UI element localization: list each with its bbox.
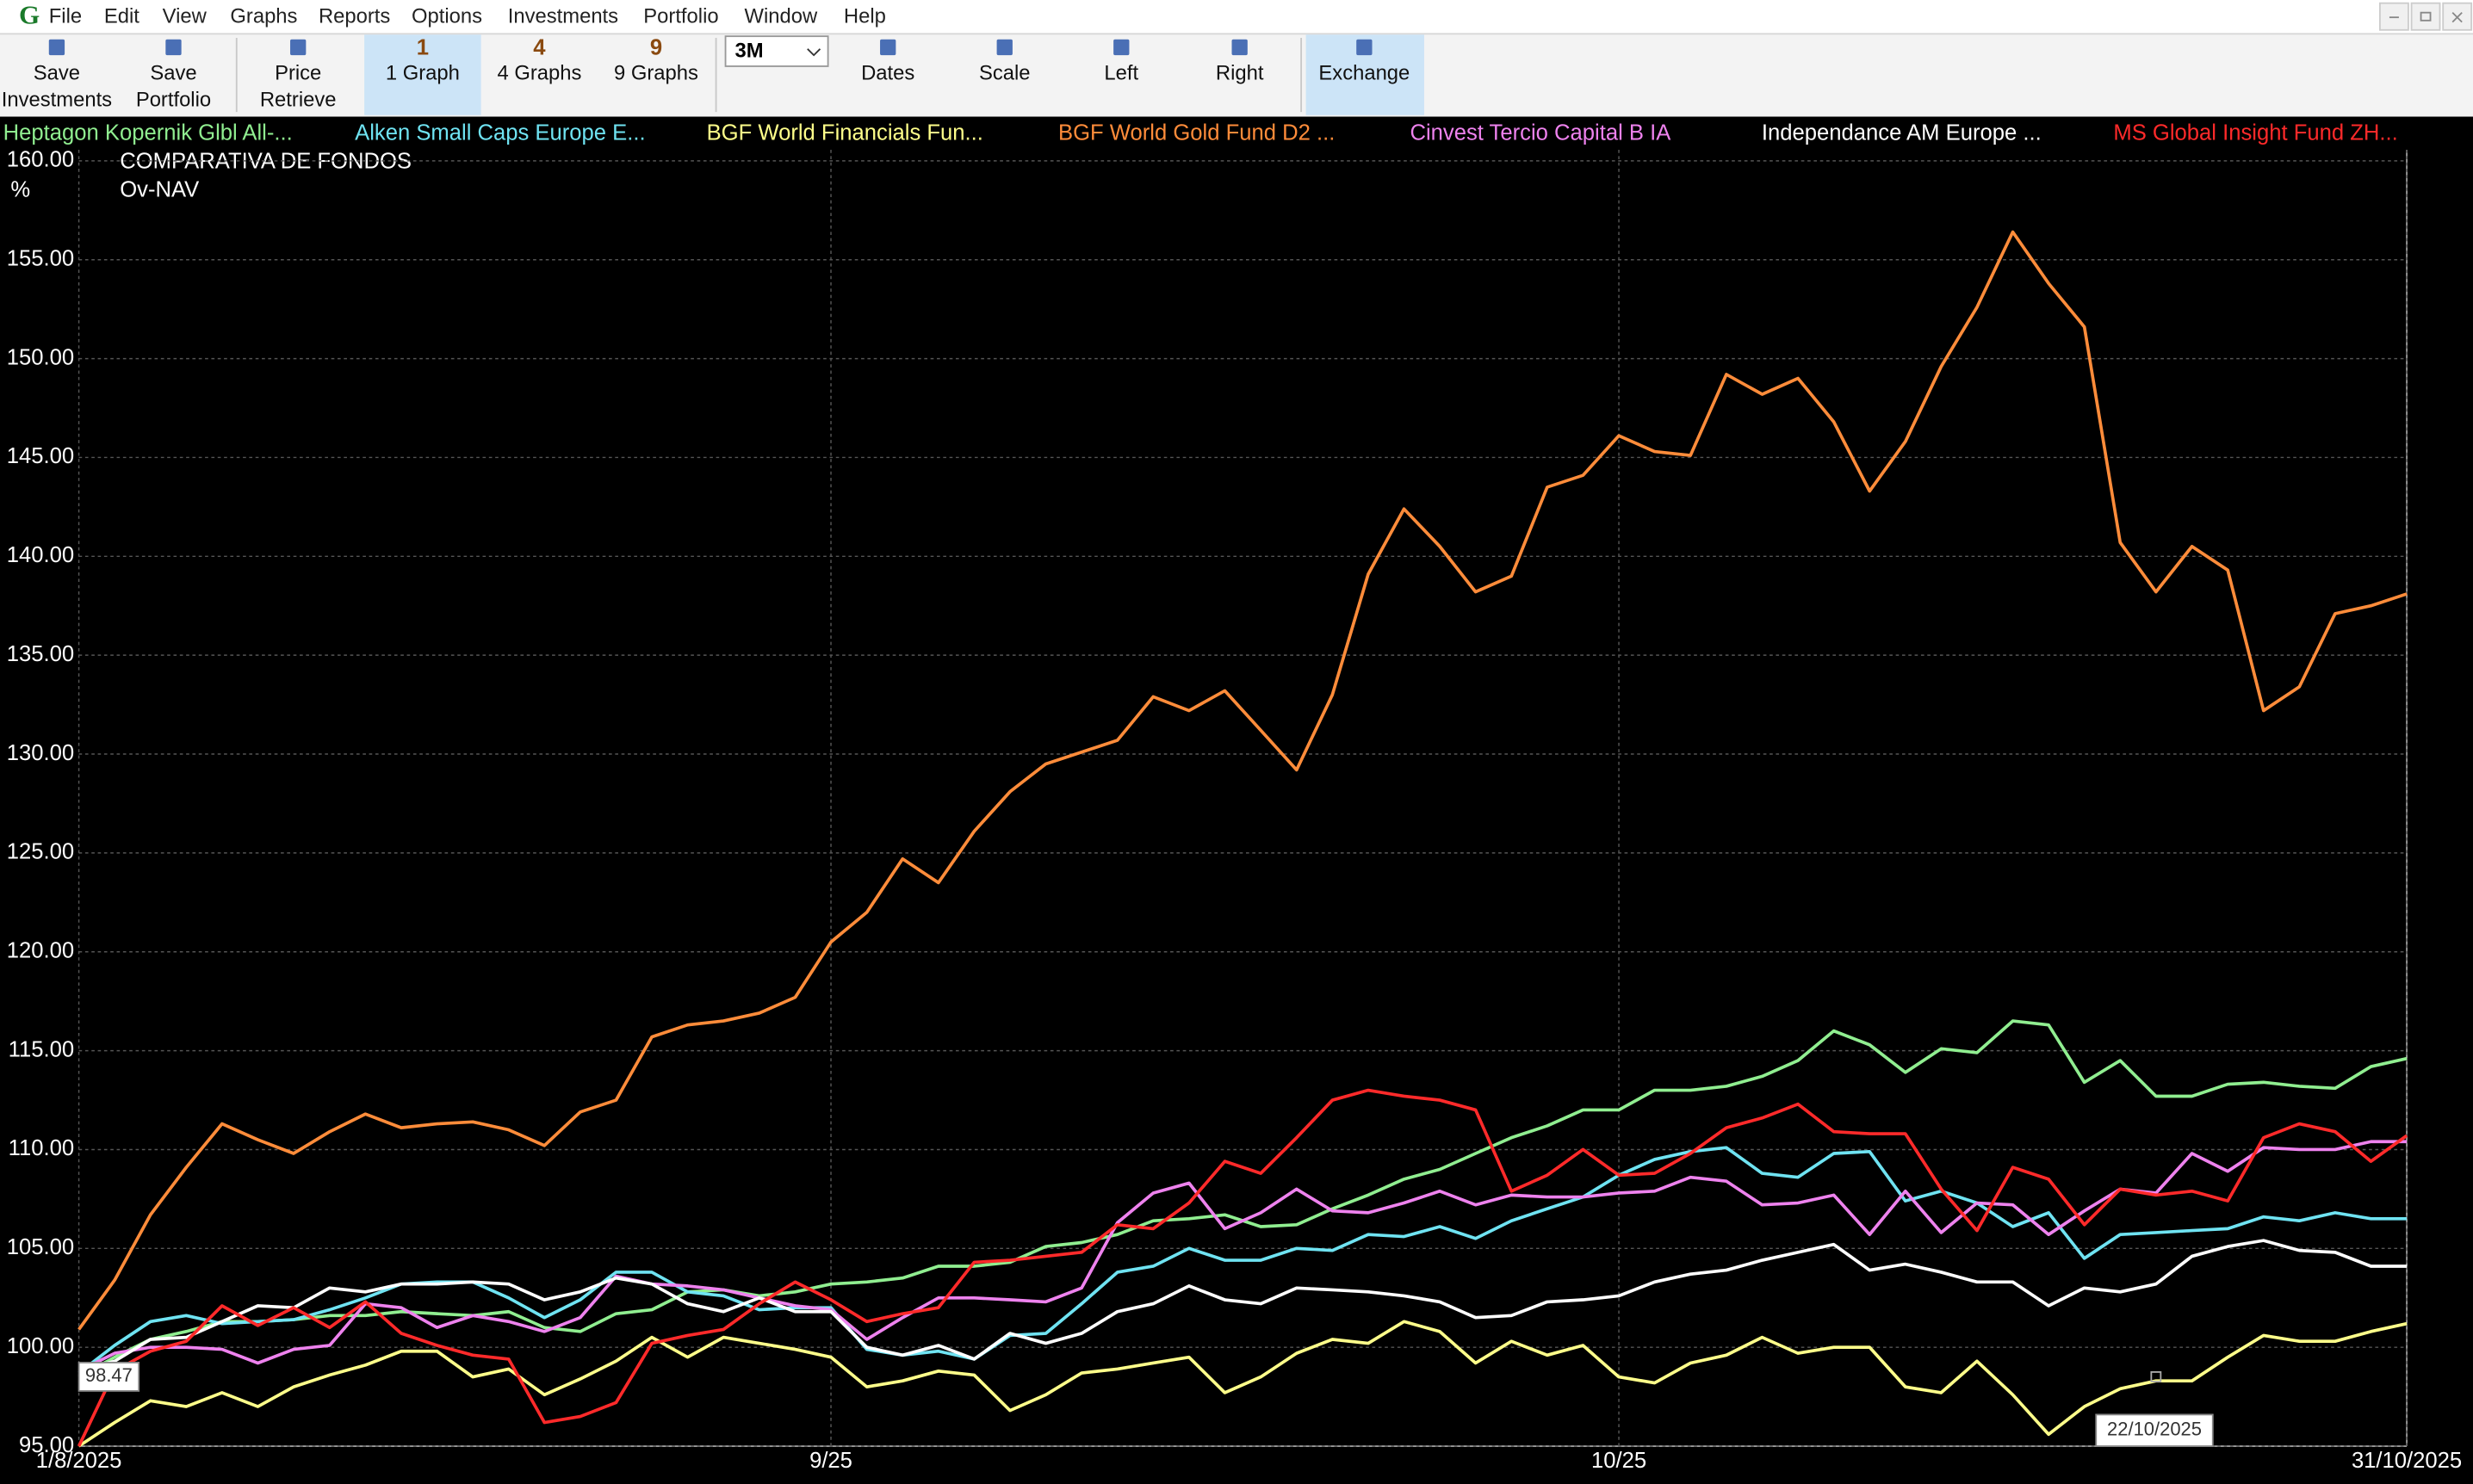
button-icon <box>1231 39 1248 56</box>
button-label: Retrieve <box>260 89 337 112</box>
button-icon <box>165 39 182 56</box>
restore-icon <box>2420 11 2432 22</box>
y-tick-label: 105.00 <box>7 1235 74 1259</box>
legend-entry[interactable]: BGF World Gold Fund D2 ... <box>1058 121 1335 145</box>
cursor-date-box <box>2095 1413 2214 1447</box>
button-icon <box>880 39 896 56</box>
button-icon <box>290 39 307 56</box>
legend-entry[interactable]: Alken Small Caps Europe E... <box>355 121 646 145</box>
series-line <box>77 1140 2408 1373</box>
legend-entry[interactable]: MS Global Insight Fund ZH... <box>2113 121 2397 145</box>
y-tick-label: 115.00 <box>9 1037 74 1061</box>
series-line <box>77 1320 2408 1448</box>
y-tick-label: 135.00 <box>7 642 74 666</box>
button-icon <box>1356 39 1373 56</box>
x-tick-label: 1/8/2025 <box>36 1449 122 1473</box>
menu-item[interactable]: Reports <box>319 4 390 28</box>
button-label: Investments <box>2 89 112 112</box>
menu-item[interactable]: Investments <box>508 4 618 28</box>
menu-item[interactable]: File <box>49 4 82 28</box>
button-label: 4 Graphs <box>497 61 581 84</box>
button-label: Price <box>275 61 321 84</box>
y-tick-label: 155.00 <box>7 246 74 270</box>
dropdown-arrow <box>807 48 821 57</box>
button-label: Dates <box>861 61 914 84</box>
restore-button[interactable] <box>2410 2 2441 31</box>
button-icon <box>996 39 1013 56</box>
menu-item[interactable]: Options <box>412 4 482 28</box>
y-tick-label: 100.00 <box>7 1334 74 1358</box>
menu-item[interactable]: Graphs <box>230 4 297 28</box>
legend-entry[interactable]: BGF World Financials Fun... <box>707 121 983 145</box>
x-tick-label: 10/25 <box>1591 1449 1646 1473</box>
button-label: Right <box>1216 61 1264 84</box>
button-label: Portfolio <box>136 89 211 112</box>
close-icon <box>2451 12 2463 23</box>
chart-subtitle: Ov-NAV <box>120 177 199 201</box>
y-tick-label: 160.00 <box>7 148 74 172</box>
y-tick-label: 120.00 <box>7 939 74 963</box>
window-controls <box>2379 2 2473 31</box>
cursor-marker <box>2150 1371 2162 1382</box>
menu-item[interactable]: Edit <box>104 4 139 28</box>
menu-item[interactable]: Window <box>745 4 818 28</box>
series-line <box>77 1088 2408 1447</box>
app-icon: G <box>19 0 40 29</box>
button-icon <box>48 39 65 56</box>
cursor-value: 98.47 <box>85 1364 133 1386</box>
legend-entry[interactable]: Independance AM Europe ... <box>1762 121 2042 145</box>
button-icon <box>1113 39 1130 56</box>
x-tick-label: 31/10/2025 <box>2352 1449 2462 1473</box>
cursor-date: 22/10/2025 <box>2107 1419 2202 1440</box>
series-line <box>77 230 2408 1331</box>
y-tick-label: 110.00 <box>9 1136 74 1160</box>
button-label: Scale <box>979 61 1031 84</box>
button-label: Save <box>34 61 80 84</box>
y-tick-label: 140.00 <box>7 543 74 567</box>
button-label: Save <box>150 61 196 84</box>
button-label: 9 Graphs <box>614 61 698 84</box>
y-tick-label: 150.00 <box>7 345 74 369</box>
button-label: Exchange <box>1318 61 1410 84</box>
button-number: 1 <box>417 36 429 60</box>
button-label: Left <box>1104 61 1138 84</box>
y-tick-label: 145.00 <box>7 444 74 468</box>
legend-entry[interactable]: Cinvest Tercio Capital B IA <box>1410 121 1671 145</box>
button-number: 9 <box>650 36 662 60</box>
series-line <box>78 1239 2408 1373</box>
button-number: 4 <box>533 36 546 60</box>
x-tick-label: 9/25 <box>809 1449 852 1473</box>
button-highlight <box>364 34 481 115</box>
button-label: 1 Graph <box>386 61 460 84</box>
y-axis-label: % <box>10 177 30 201</box>
y-tick-label: 95.00 <box>19 1433 74 1457</box>
y-tick-label: 125.00 <box>7 840 74 864</box>
cursor-value-box <box>77 1362 140 1392</box>
menu-item[interactable]: View <box>163 4 208 28</box>
menu-item[interactable]: Help <box>844 4 886 28</box>
menu-bar <box>0 0 2473 34</box>
chart-background <box>0 116 2473 1484</box>
period-value[interactable]: 3M <box>735 40 764 63</box>
legend-entry[interactable]: Heptagon Kopernik Glbl All-... <box>3 121 293 145</box>
y-tick-label: 130.00 <box>7 741 74 765</box>
menu-item[interactable]: Portfolio <box>643 4 718 28</box>
